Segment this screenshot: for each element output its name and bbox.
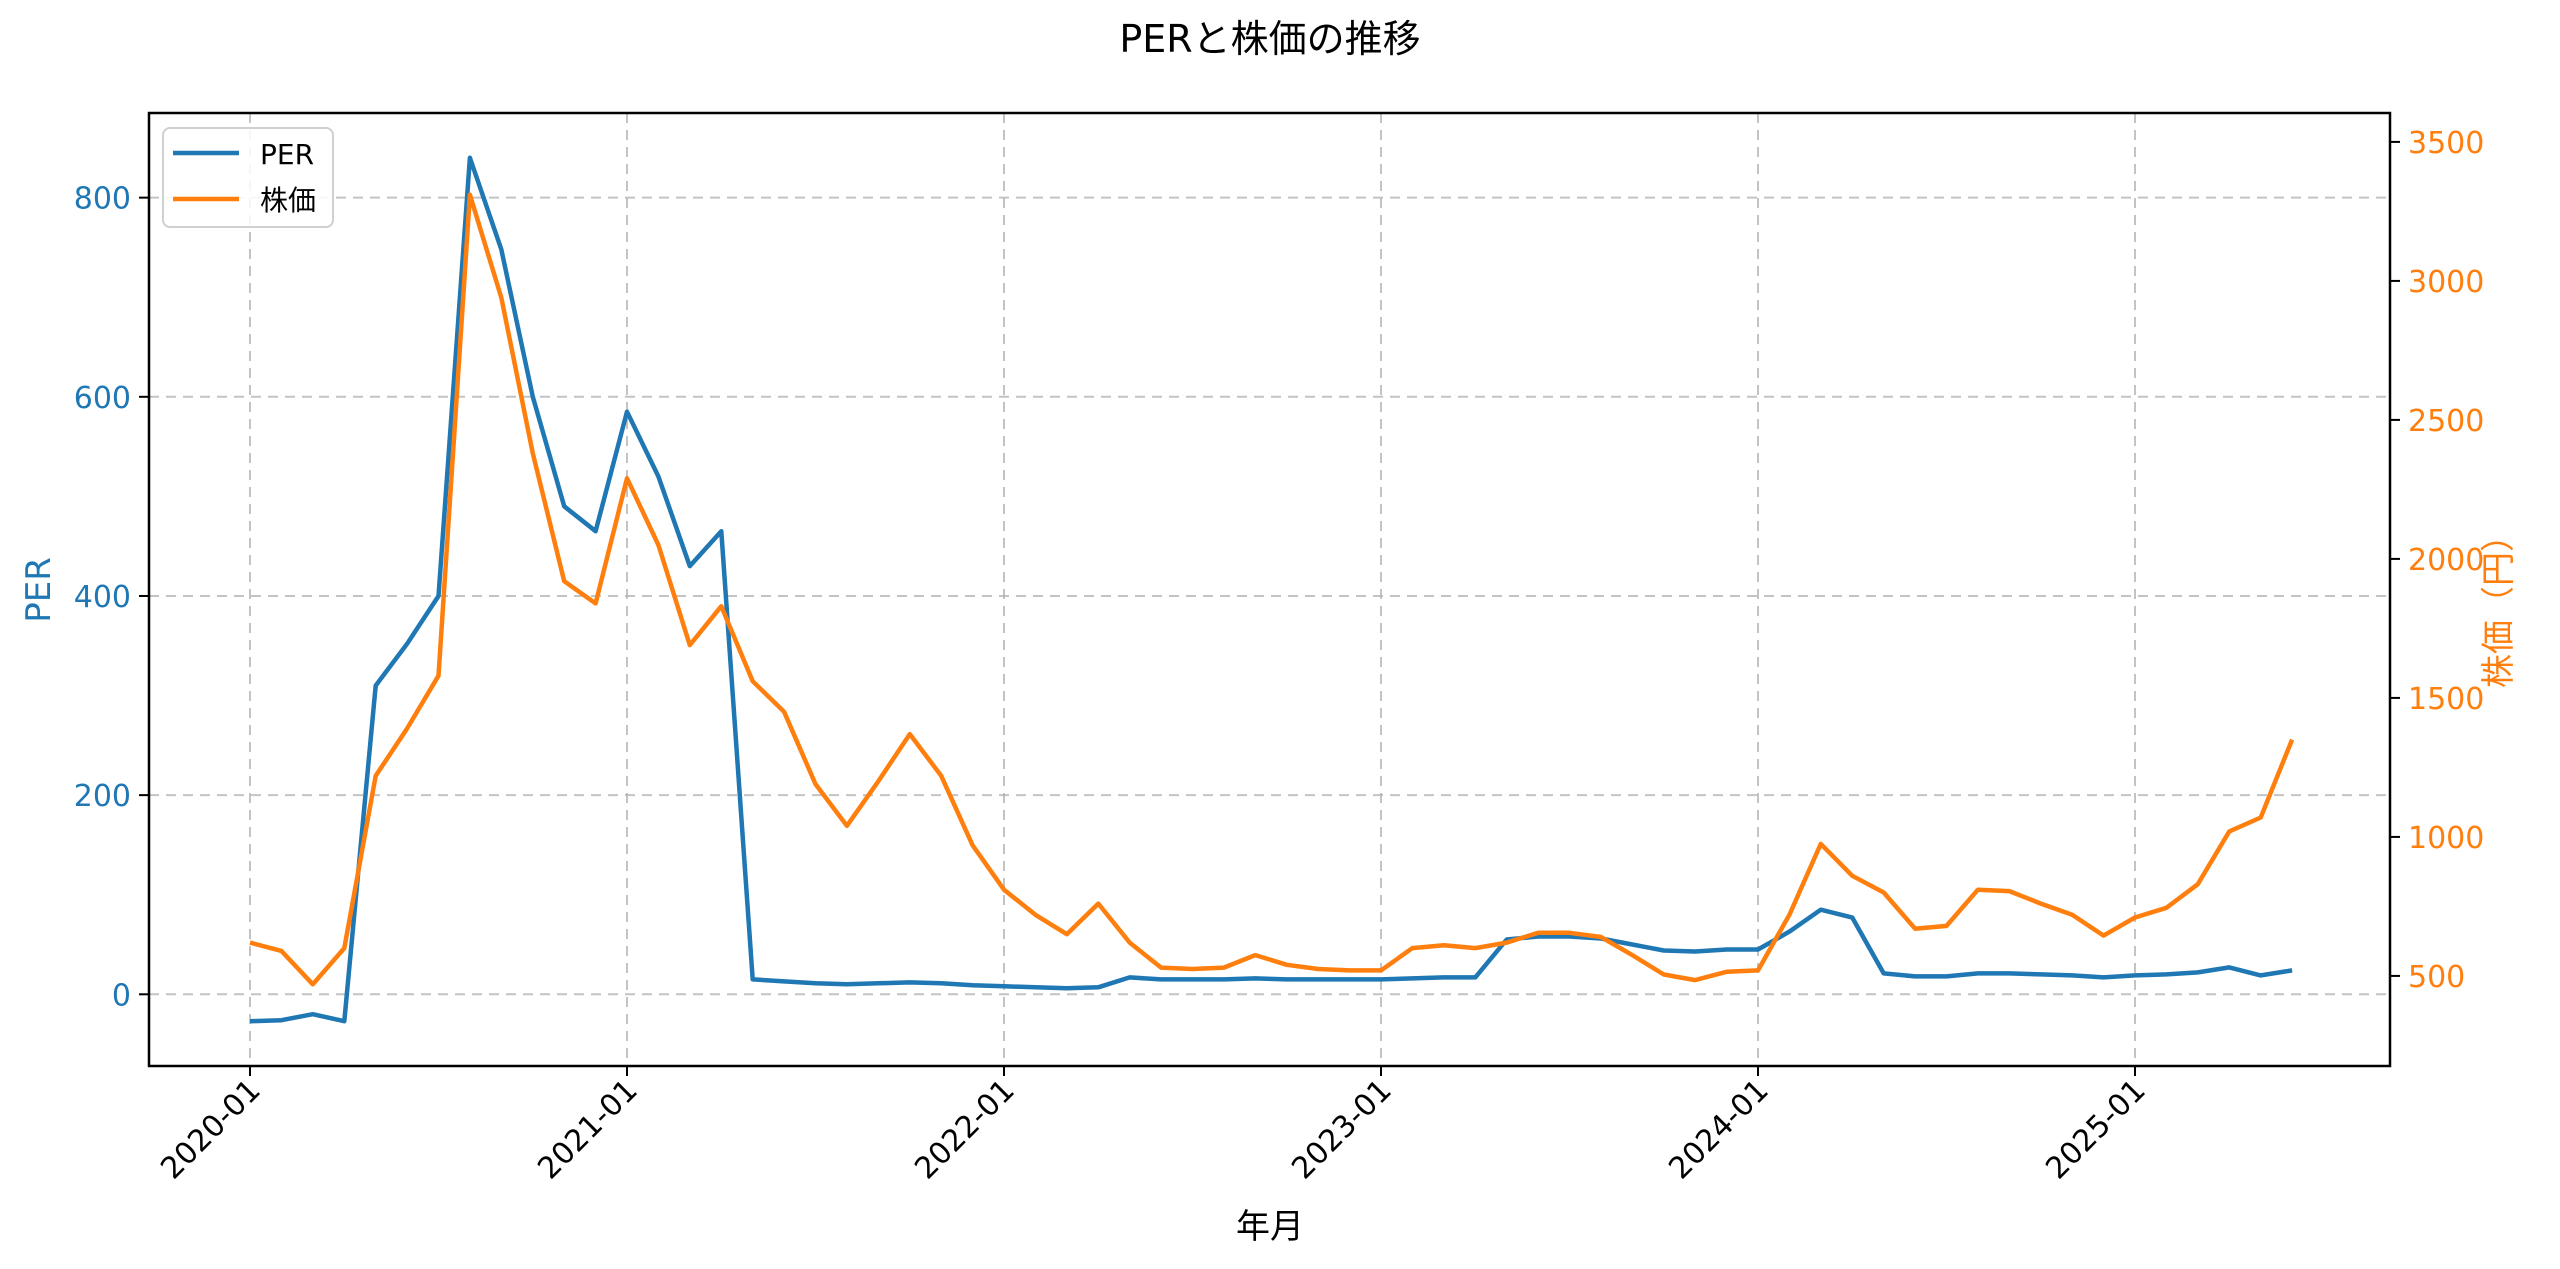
- x-tick-label: 2022-01: [908, 1073, 1021, 1186]
- legend-label-price: 株価: [260, 184, 316, 217]
- x-tick-label: 2023-01: [1285, 1073, 1398, 1186]
- right-axis-ticks: 500 1000 1500 2000 2500 3000 3500: [2390, 126, 2484, 995]
- right-tick-label: 3500: [2408, 126, 2484, 161]
- grid-lines: [149, 113, 2390, 1066]
- left-axis-label: PER: [19, 557, 59, 623]
- x-tick-label: 2020-01: [154, 1073, 267, 1186]
- right-axis-label: 株価（円）: [2479, 518, 2519, 688]
- left-tick-label: 400: [74, 580, 131, 615]
- x-axis-label: 年月: [1236, 1207, 1304, 1247]
- legend: PER 株価: [162, 127, 334, 228]
- right-tick-label: 500: [2408, 960, 2465, 995]
- plot-frame: [147, 111, 2392, 1068]
- right-tick-label: 2000: [2408, 543, 2484, 578]
- left-tick-label: 800: [74, 182, 131, 217]
- per-line: [249, 155, 2293, 1024]
- right-tick-label: 3000: [2408, 265, 2484, 300]
- x-tick-label: 2025-01: [2039, 1073, 2152, 1186]
- chart-title: PERと株価の推移: [1119, 17, 1420, 61]
- left-tick-label: 0: [112, 978, 131, 1013]
- x-tick-label: 2024-01: [1662, 1073, 1775, 1186]
- series-lines: [249, 155, 2295, 1024]
- x-tick-label: 2021-01: [531, 1073, 644, 1186]
- left-tick-label: 600: [74, 381, 131, 416]
- left-axis-ticks: 0 200 400 600 800: [74, 182, 149, 1013]
- legend-label-per: PER: [260, 138, 314, 171]
- price-line: [249, 192, 2295, 987]
- right-tick-label: 1000: [2408, 821, 2484, 856]
- x-axis-ticks: 2020-01 2021-01 2022-01 2023-01 2024-01 2025-…: [154, 1066, 2153, 1186]
- right-tick-label: 2500: [2408, 404, 2484, 439]
- right-tick-label: 1500: [2408, 682, 2484, 717]
- left-tick-label: 200: [74, 779, 131, 814]
